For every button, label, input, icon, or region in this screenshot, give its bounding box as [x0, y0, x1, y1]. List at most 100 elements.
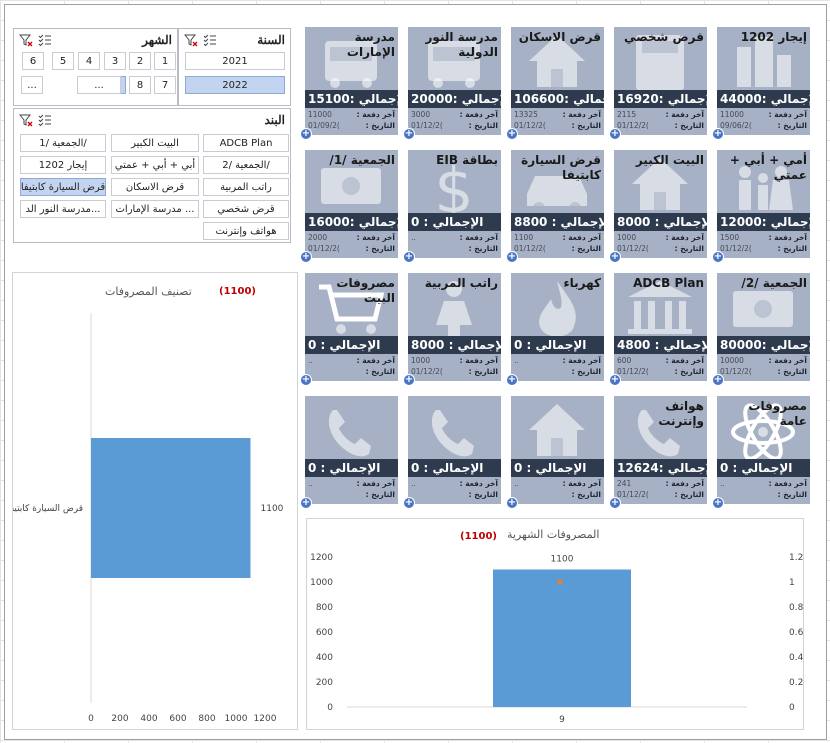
date-value: 01/12/2( [617, 490, 649, 499]
expense-tile[interactable]: مصروفات عامة الإجمالي : 0.. آخر دفعة : التا… [712, 396, 810, 509]
expense-tile[interactable]: إيجار 1202 الإجمالي :44000 11000 آخر دفعة :… [712, 27, 810, 140]
expense-tile[interactable]: مدرسة النور الدولية الإجمالي :20000 3000 آخ… [403, 27, 501, 140]
expand-plus-icon[interactable]: + [300, 497, 312, 509]
expand-plus-icon[interactable]: + [403, 128, 415, 140]
item-option-3[interactable]: الجمعية /1/ [20, 134, 106, 152]
tile-title: البيت الكبير [635, 153, 704, 167]
item-option-12[interactable]: مدرسة النور الد... [20, 200, 106, 218]
last-payment-label: آخر دفعة : [665, 110, 704, 119]
year-option-2021[interactable]: 2021 [185, 52, 285, 70]
expense-tile[interactable]: ADCB Plan الإجمالي : 4800 600 آخر دفعة : 01/… [609, 273, 707, 386]
expense-tile[interactable]: مدرسة الإمارات الإجمالي :15100 11000 آخر دف… [300, 27, 398, 140]
expense-tile[interactable]: الجمعية /2/الإجمالي :80000 10000 آخر دفعة … [712, 273, 810, 386]
expense-tile[interactable]: الإجمالي : 0.. آخر دفعة : التاريخ : + [300, 396, 398, 509]
expand-plus-icon[interactable]: + [403, 497, 415, 509]
expand-plus-icon[interactable]: + [300, 251, 312, 263]
expand-plus-icon[interactable]: + [403, 374, 415, 386]
expand-plus-icon[interactable]: + [712, 251, 724, 263]
y2-tick-label: 0.2 [789, 678, 803, 688]
item-option-6[interactable]: إيجار 1202 [20, 156, 106, 174]
month-option-3[interactable]: 3 [104, 52, 126, 70]
bus-icon [325, 41, 377, 88]
tile-meta: 11000 آخر دفعة : 01/09/2(التاريخ : [305, 109, 398, 133]
last-payment-label: آخر دفعة : [562, 110, 601, 119]
month-option-8[interactable]: 8 [129, 76, 151, 94]
month-option-6[interactable]: 6 [22, 52, 44, 70]
y2-tick-label: 1 [789, 578, 795, 588]
bank-icon [628, 281, 692, 334]
item-option-2[interactable]: البيت الكبير [111, 134, 199, 152]
month-option-11[interactable]: ... [21, 76, 43, 94]
expand-plus-icon[interactable]: + [609, 374, 621, 386]
expand-plus-icon[interactable]: + [609, 128, 621, 140]
last-payment-value: .. [514, 479, 519, 488]
y2-tick-label: 0.8 [789, 603, 803, 613]
item-option-4[interactable]: الجمعية /2/ [203, 156, 289, 174]
expand-plus-icon[interactable]: + [712, 128, 724, 140]
item-option-9[interactable]: قرض السيارة كابتيفا [20, 178, 106, 196]
last-payment-value: .. [720, 479, 725, 488]
expand-plus-icon[interactable]: + [506, 374, 518, 386]
date-label: التاريخ : [365, 121, 395, 130]
item-option-7[interactable]: راتب المربية [203, 178, 289, 196]
expense-tile[interactable]: الجمعية /1/الإجمالي :16000 2000 آخر دفعة :… [300, 150, 398, 263]
expense-tile[interactable]: راتب المربية الإجمالي : 8000 1000 آخر دفعة … [403, 273, 501, 386]
last-payment-label: آخر دفعة : [768, 356, 807, 365]
expense-tile[interactable]: قرض شخصي الإجمالي :16920 2115 آخر دفعة : 01/… [609, 27, 707, 140]
item-option-11[interactable]: مدرسة الإمارات ... [111, 200, 199, 218]
clear-filter-icon[interactable] [19, 33, 33, 47]
month-option-5[interactable]: 5 [52, 52, 74, 70]
expand-plus-icon[interactable]: + [712, 497, 724, 509]
tile-total: الإجمالي : 4800 [614, 336, 707, 354]
date-value: 01/09/2( [308, 121, 340, 130]
house-icon [529, 35, 585, 87]
expense-tile[interactable]: قرض الاسكان الإجمالي :106600 13325 آخر دفعة… [506, 27, 604, 140]
expand-plus-icon[interactable]: + [403, 251, 415, 263]
expense-tile[interactable]: هواتف وإنترنت الإجمالي :12624 241 آخر دفعة … [609, 396, 707, 509]
clear-filter-icon[interactable] [19, 113, 33, 127]
multi-select-icon[interactable] [38, 33, 52, 47]
multi-select-icon[interactable] [203, 33, 217, 47]
expand-plus-icon[interactable]: + [506, 251, 518, 263]
tile-total: الإجمالي :16000 [305, 213, 398, 231]
expense-tile[interactable]: مصروفات البيت الإجمالي : 0.. آخر دفعة : الت… [300, 273, 398, 386]
item-option-8[interactable]: قرض الاسكان [111, 178, 199, 196]
expense-tile[interactable]: قرض السيارة كابتيفا الإجمالي : 8800 1100 آخ… [506, 150, 604, 263]
month-option-7[interactable]: 7 [154, 76, 176, 94]
expense-tile[interactable]: البيت الكبير الإجمالي : 8000 1000 آخر دفعة … [609, 150, 707, 263]
expense-tile[interactable]: الإجمالي : 0.. آخر دفعة : التاريخ : + [506, 396, 604, 509]
y2-tick-label: 0 [789, 703, 795, 713]
last-payment-value: 2115 [617, 110, 637, 119]
item-option-1[interactable]: ADCB Plan [203, 134, 289, 152]
expense-tile[interactable]: $ بطاقة EIB الإجمالي : 0.. آخر دفعة : التاري… [403, 150, 501, 263]
y-tick-label: 400 [316, 653, 333, 663]
expense-tile[interactable]: الإجمالي : 0.. آخر دفعة : التاريخ : + [403, 396, 501, 509]
last-payment-label: آخر دفعة : [768, 479, 807, 488]
item-option-13[interactable]: هواتف وإنترنت [203, 222, 289, 240]
expand-plus-icon[interactable]: + [300, 374, 312, 386]
expand-plus-icon[interactable]: + [506, 497, 518, 509]
multi-select-icon[interactable] [38, 113, 52, 127]
expand-plus-icon[interactable]: + [300, 128, 312, 140]
clear-filter-icon[interactable] [184, 33, 198, 47]
item-slicer-controls [19, 113, 52, 127]
item-option-5[interactable]: أبي + أبي + عمتي [111, 156, 199, 174]
phone-icon [431, 410, 474, 457]
expense-tile[interactable]: أمي + أبي + عمتي الإجمالي :12000 1500 آخر د… [712, 150, 810, 263]
expense-tile[interactable]: كهرباء الإجمالي : 0.. آخر دفعة : التاريخ : + [506, 273, 604, 386]
year-option-2022[interactable]: 2022 [185, 76, 285, 94]
tile-meta: 2115 آخر دفعة : 01/12/2(التاريخ : [614, 109, 707, 133]
category-chart: تصنيف المصروفات (1100) 1100 قرض السيارة ك… [12, 272, 298, 730]
tile-meta: 2000 آخر دفعة : 01/12/2(التاريخ : [305, 232, 398, 256]
month-option-1[interactable]: 1 [154, 52, 176, 70]
category-chart-subtitle: (1100) [219, 286, 256, 297]
expand-plus-icon[interactable]: + [609, 497, 621, 509]
expand-plus-icon[interactable]: + [712, 374, 724, 386]
tile-meta: .. آخر دفعة : التاريخ : [717, 478, 810, 502]
month-option-2[interactable]: 2 [129, 52, 151, 70]
month-option-10[interactable]: ... [77, 76, 121, 94]
expand-plus-icon[interactable]: + [506, 128, 518, 140]
month-option-4[interactable]: 4 [78, 52, 100, 70]
item-option-10[interactable]: قرض شخصي [203, 200, 289, 218]
expand-plus-icon[interactable]: + [609, 251, 621, 263]
